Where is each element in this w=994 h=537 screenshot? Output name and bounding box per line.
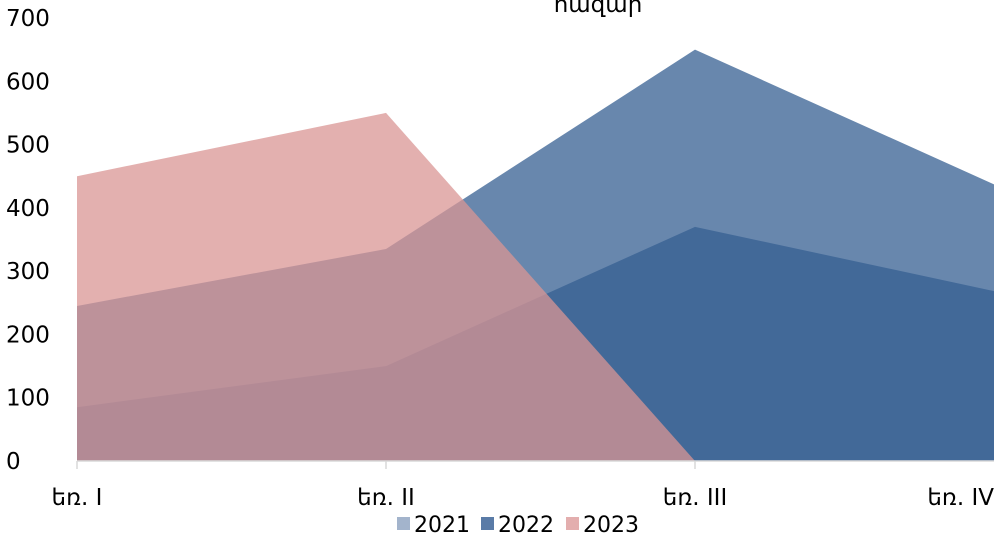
legend-label-2021: 2021 [414, 513, 470, 537]
y-tick-label-600: 600 [6, 69, 50, 95]
y-tick-label-500: 500 [6, 133, 50, 159]
x-axis-labels: եռ. I եռ. II եռ. III եռ. IV [52, 485, 994, 511]
legend-label-2022: 2022 [498, 513, 554, 537]
y-tick-label-0: 0 [6, 449, 21, 475]
x-axis-ticks [76, 461, 696, 469]
legend: 2021 2022 2023 [397, 513, 639, 537]
plot-area [77, 49, 994, 461]
x-tick-label-0: եռ. I [52, 485, 103, 511]
y-tick-label-100: 100 [6, 386, 50, 412]
y-axis-labels: 0 100 200 300 400 500 600 700 [6, 6, 50, 475]
y-tick-label-300: 300 [6, 259, 50, 285]
legend-swatch-2022 [481, 517, 494, 530]
legend-swatch-2021 [397, 517, 410, 530]
area-series-2023 [77, 112, 695, 461]
legend-label-2023: 2023 [583, 513, 639, 537]
legend-swatch-2023 [566, 517, 579, 530]
x-tick-label-3: եռ. IV [927, 485, 994, 511]
chart-title: հազար [554, 0, 643, 18]
y-tick-label-400: 400 [6, 196, 50, 222]
x-tick-label-2: եռ. III [663, 485, 727, 511]
y-tick-label-700: 700 [6, 6, 50, 32]
x-tick-label-1: եռ. II [357, 485, 415, 511]
y-tick-label-200: 200 [6, 322, 50, 348]
